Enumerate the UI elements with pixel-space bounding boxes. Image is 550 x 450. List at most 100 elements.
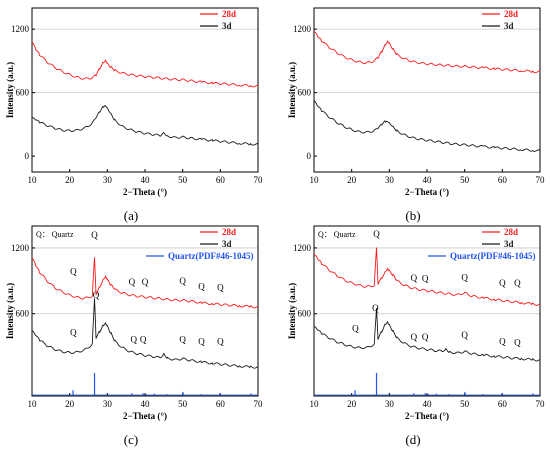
legend-label: 3d (504, 21, 514, 31)
peak-annotation: Q (198, 282, 205, 292)
x-tick-label: 50 (460, 399, 470, 409)
peak-annotation: Q (514, 278, 521, 288)
peak-annotation: Q (411, 273, 418, 283)
x-tick-label: 60 (216, 175, 226, 185)
y-tick-label: 1200 (293, 24, 312, 34)
x-tick-label: 30 (103, 175, 113, 185)
peak-annotation: Q (422, 332, 429, 342)
x-axis-label: 2−Theta (°) (123, 411, 167, 421)
y-tick-label: 1200 (11, 24, 30, 34)
panel-label: (a) (124, 208, 138, 223)
legend-label: 28d (222, 9, 236, 19)
series-line-28d (31, 257, 259, 309)
peak-annotation: Q (179, 276, 186, 286)
peak-annotation: Q (91, 230, 98, 240)
peak-annotation: Q (93, 290, 100, 300)
peak-annotation: Q (499, 278, 506, 288)
peak-annotation: Q (142, 277, 149, 287)
legend-label: 3d (222, 21, 232, 31)
x-axis-label: 2−Theta (°) (405, 411, 449, 421)
peak-annotation: Q (499, 336, 506, 346)
series-line-28d (31, 41, 259, 88)
x-tick-label: 50 (460, 175, 470, 185)
y-tick-label: 600 (298, 88, 312, 98)
legend-label: 3d (504, 239, 514, 249)
x-tick-label: 70 (254, 175, 264, 185)
x-tick-label: 40 (141, 175, 151, 185)
peak-annotation: Q (411, 332, 418, 342)
x-axis-label: 2−Theta (°) (123, 187, 167, 197)
peak-annotation: Q (129, 277, 136, 287)
x-tick-label: 60 (498, 399, 508, 409)
x-tick-label: 30 (385, 399, 395, 409)
peak-annotation: Q (130, 334, 137, 344)
x-tick-label: 20 (347, 175, 357, 185)
peak-annotation: Q (373, 229, 380, 239)
y-tick-label: 0 (25, 151, 30, 161)
y-axis-label: Intensity (a.u.) (5, 62, 15, 118)
y-tick-label: 600 (16, 88, 30, 98)
x-tick-label: 50 (178, 399, 188, 409)
x-tick-label: 70 (536, 399, 546, 409)
x-tick-label: 60 (498, 175, 508, 185)
y-tick-label: 1200 (293, 243, 312, 253)
x-tick-label: 70 (254, 399, 264, 409)
y-tick-label: 0 (307, 151, 312, 161)
y-axis-label: Intensity (a.u.) (5, 283, 15, 339)
peak-annotation: Q (70, 266, 77, 276)
series-line-28d (313, 30, 541, 74)
panel-label: (c) (124, 432, 138, 447)
x-axis-label: 2−Theta (°) (405, 187, 449, 197)
peak-annotation: Q (217, 283, 224, 293)
chart-panel-4: 10 20 30 40 50 60 70 600 1200 2−Theta (°) Intensit… (287, 225, 546, 447)
series-line-3d (313, 100, 541, 152)
x-tick-label: 10 (310, 175, 320, 185)
peak-annotation: Q (70, 328, 77, 338)
x-tick-label: 30 (385, 175, 395, 185)
legend-label: 28d (504, 9, 518, 19)
series-line-28d (313, 247, 541, 306)
peak-annotation: Q (140, 334, 147, 344)
quartz-note: Q： Quartz (36, 230, 74, 239)
y-tick-label: 600 (298, 309, 312, 319)
peak-annotation: Q (217, 336, 224, 346)
x-tick-label: 10 (310, 399, 320, 409)
x-tick-label: 50 (178, 175, 188, 185)
legend-label: Quartz(PDF#46-1045) (168, 251, 253, 261)
x-tick-label: 40 (423, 175, 433, 185)
legend-label: 28d (222, 227, 236, 237)
series-line-3d (31, 298, 259, 369)
peak-annotation: Q (372, 303, 379, 313)
legend-label: 3d (222, 239, 232, 249)
legend-label: 28d (504, 227, 518, 237)
panel-label: (d) (405, 432, 420, 447)
x-tick-label: 10 (28, 399, 38, 409)
x-tick-label: 40 (423, 399, 433, 409)
x-tick-label: 60 (216, 399, 226, 409)
plot-frame (31, 7, 259, 173)
peak-annotation: Q (461, 330, 468, 340)
y-axis-label: Intensity (a.u.) (287, 62, 297, 118)
series-line-3d (31, 105, 259, 146)
quartz-note: Q： Quartz (318, 230, 356, 239)
x-tick-label: 20 (347, 399, 357, 409)
peak-annotation: Q (179, 334, 186, 344)
y-axis-label: Intensity (a.u.) (287, 283, 297, 339)
peak-annotation: Q (352, 323, 359, 333)
peak-annotation: Q (514, 338, 521, 348)
x-tick-label: 40 (141, 399, 151, 409)
peak-annotation: Q (198, 336, 205, 346)
x-tick-label: 20 (65, 175, 75, 185)
x-tick-label: 70 (536, 175, 546, 185)
x-tick-label: 20 (65, 399, 75, 409)
chart-panel-3: 10 20 30 40 50 60 70 600 1200 2−Theta (°) Intensit… (5, 225, 264, 447)
series-line-3d (313, 308, 541, 362)
chart-panel-1: 10 20 30 40 50 60 70 0 600 1200 2−Theta (°) Intensi… (5, 7, 264, 223)
peak-annotation: Q (422, 273, 429, 283)
y-tick-label: 600 (16, 309, 30, 319)
x-tick-label: 10 (28, 175, 38, 185)
y-tick-label: 1200 (11, 243, 30, 253)
x-tick-label: 30 (103, 399, 113, 409)
chart-panel-2: 10 20 30 40 50 60 70 0 600 1200 2−Theta (°) Intensi… (287, 7, 546, 223)
